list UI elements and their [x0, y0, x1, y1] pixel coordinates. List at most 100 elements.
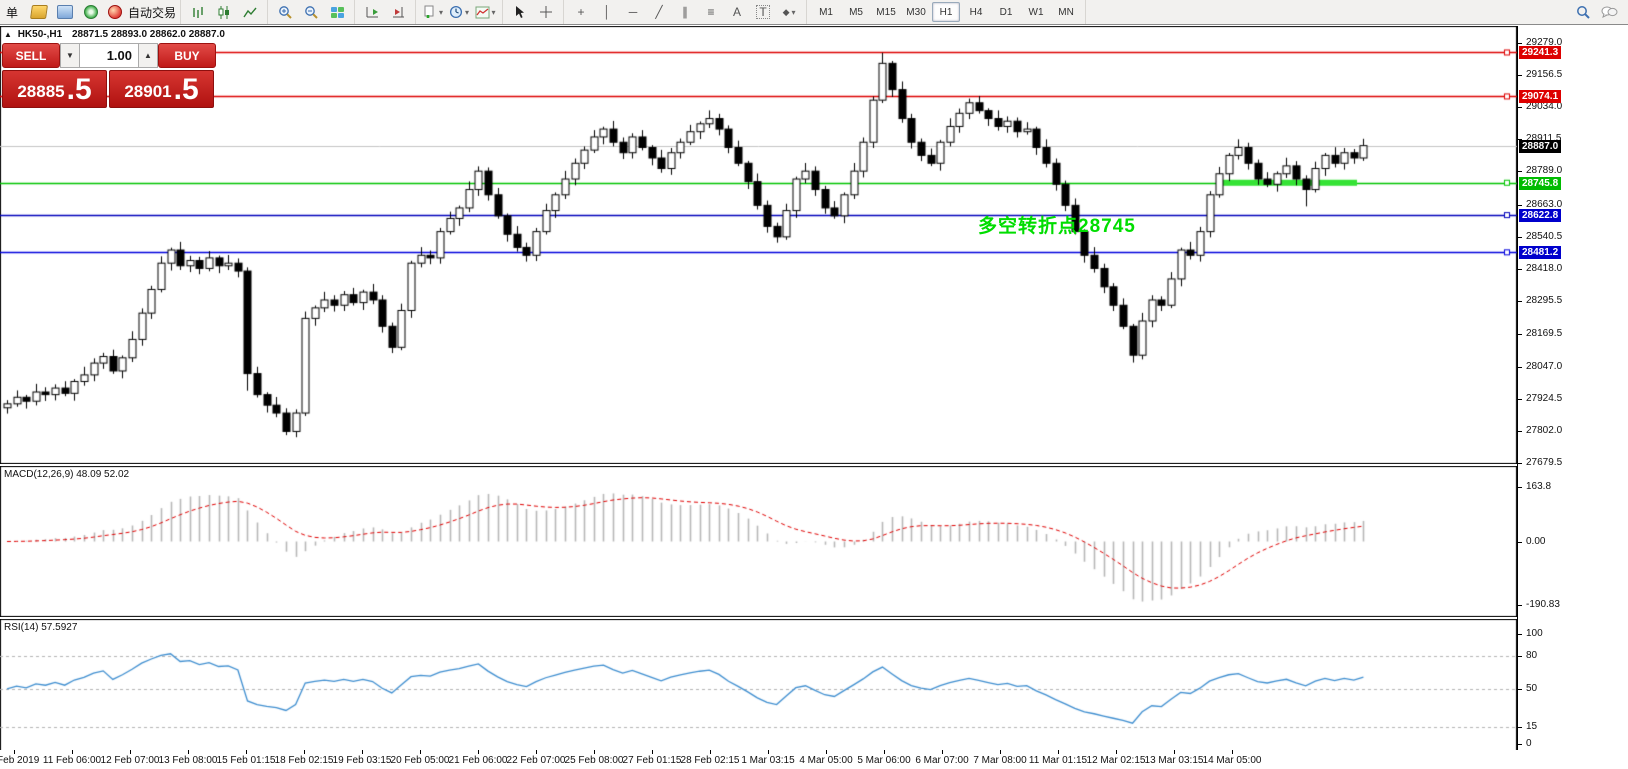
time-label: 28 Feb 02:15	[680, 755, 740, 766]
axis-tick-dash	[1518, 487, 1522, 489]
chart-header: ▲ HK50-,H1 28871.5 28893.0 28862.0 28887…	[4, 29, 225, 40]
indicators-icon[interactable]: ▾	[473, 1, 497, 23]
timeframe-m15[interactable]: M15	[876, 6, 896, 18]
auto-scroll-icon[interactable]	[360, 1, 384, 23]
chevron-down-icon: ▾	[491, 7, 496, 17]
timeframe-m5[interactable]: M5	[849, 6, 863, 18]
autotrading-icon[interactable]	[105, 1, 125, 23]
timeframe-m1[interactable]: M1	[819, 6, 833, 18]
rsi-tick-label: 15	[1526, 721, 1538, 733]
crosshair-icon[interactable]	[534, 1, 558, 23]
axis-tick-dash	[1518, 366, 1522, 368]
text-icon[interactable]: A	[725, 1, 749, 23]
axis-tick-dash	[1518, 398, 1522, 400]
timeframe-w1[interactable]: W1	[1028, 6, 1044, 18]
price-tick-label: 28663.0	[1526, 198, 1563, 210]
time-label: 20 Feb 05:00	[390, 755, 450, 766]
arrows-icon[interactable]: ◆ ▾	[777, 1, 801, 23]
volume-input[interactable]	[80, 43, 138, 68]
sell-button[interactable]: SELL	[2, 43, 60, 68]
axis-tick-dash	[1518, 604, 1522, 606]
candlestick-chart-icon[interactable]	[212, 1, 236, 23]
price-tick-label: 28911.5	[1526, 133, 1561, 144]
time-tick	[1058, 750, 1059, 754]
timeframe-buttons: M1 M5 M15 M30 H1 H4 D1 W1 MN	[807, 0, 1087, 24]
horizontal-line-icon[interactable]: ─	[621, 1, 645, 23]
cursor-icon[interactable]	[508, 1, 532, 23]
timeframe-h1[interactable]: H1	[932, 2, 961, 22]
time-tick	[478, 750, 479, 754]
time-label: 12 Feb 07:00	[100, 755, 160, 766]
tile-windows-icon[interactable]	[325, 1, 349, 23]
time-tick	[246, 750, 247, 754]
package-icon[interactable]	[27, 1, 51, 23]
arrows-icon-glyph: ◆	[782, 7, 790, 17]
fibonacci-icon-glyph: ≡	[707, 5, 715, 19]
package-icon-shape	[30, 5, 48, 19]
collapse-triangle-icon[interactable]: ▲	[4, 30, 12, 39]
axis-tick-dash	[1518, 463, 1522, 465]
time-label: 7 Mar 08:00	[973, 755, 1027, 766]
buy-button[interactable]: BUY	[158, 43, 216, 68]
equidistant-channel-icon-glyph: ∥	[682, 5, 689, 19]
text-icon-glyph: A	[733, 5, 742, 19]
time-tick	[72, 750, 73, 754]
time-label: 13 Feb 08:00	[158, 755, 218, 766]
rsi-canvas[interactable]	[0, 619, 1517, 751]
equidistant-channel-icon[interactable]: ∥	[673, 1, 697, 23]
volume-down-button[interactable]: ▼	[60, 43, 80, 68]
tile-windows-icon-shape	[330, 6, 344, 18]
price-level-label: 28745.8	[1519, 176, 1562, 190]
time-label: 12 Mar 02:15	[1086, 755, 1146, 766]
chart-shift-icon[interactable]	[386, 1, 410, 23]
axis-tick-dash	[1518, 633, 1522, 635]
macd-canvas[interactable]	[0, 466, 1517, 617]
signals-icon-shape	[84, 5, 99, 19]
time-tick	[1000, 750, 1001, 754]
rsi-indicator-label: RSI(14) 57.5927	[4, 622, 78, 633]
price-tick-label: 28789.0	[1526, 165, 1563, 177]
time-tick	[594, 750, 595, 754]
time-tick	[942, 750, 943, 754]
timeframe-m30[interactable]: M30	[906, 6, 926, 18]
search-icon[interactable]	[1571, 1, 1595, 23]
axis-tick-dash	[1518, 301, 1522, 303]
price-tick-label: 28295.5	[1526, 295, 1563, 307]
toolbar: 单 自动交易	[0, 0, 1628, 25]
signals-icon[interactable]	[79, 1, 103, 23]
zoom-out-icon[interactable]	[299, 1, 323, 23]
crosshair-icon-glyph: +	[577, 5, 585, 19]
sell-price-panel[interactable]: 28885 .5	[2, 70, 107, 108]
timeframe-mn[interactable]: MN	[1058, 6, 1074, 18]
price-axis[interactable]: 29279.0 29156.5 29034.0 28911.5 28789.0 28663…	[1517, 26, 1628, 750]
crosshair-icon[interactable]: +	[569, 1, 593, 23]
chevron-down-icon: ▾	[439, 7, 444, 17]
volume-up-button[interactable]: ▲	[138, 43, 158, 68]
time-label: 8 Feb 2019	[0, 755, 40, 766]
trendline-icon[interactable]: ╱	[647, 1, 671, 23]
chat-icon[interactable]	[1597, 1, 1621, 23]
timeframe-d1[interactable]: D1	[999, 6, 1013, 18]
new-order-button[interactable]: 单	[6, 5, 19, 20]
zoom-in-icon[interactable]	[273, 1, 297, 23]
new-chart-icon[interactable]: ▾	[421, 1, 445, 23]
text-label-icon[interactable]: T	[751, 1, 775, 23]
pivot-annotation: 多空转折点28745	[978, 216, 1136, 237]
period-clock-icon[interactable]: ▾	[447, 1, 471, 23]
time-label: 27 Feb 01:15	[622, 755, 682, 766]
time-tick	[768, 750, 769, 754]
axis-tick-dash	[1518, 743, 1522, 745]
price-level-label: 28481.2	[1519, 246, 1562, 260]
chart-area: ▲ HK50-,H1 28871.5 28893.0 28862.0 28887…	[0, 25, 1628, 769]
autotrading-label[interactable]: 自动交易	[128, 5, 177, 20]
main-chart-canvas[interactable]	[0, 26, 1517, 464]
vertical-line-icon[interactable]: │	[595, 1, 619, 23]
line-chart-icon[interactable]	[238, 1, 262, 23]
buy-price-panel[interactable]: 28901 .5	[109, 70, 214, 108]
metaeditor-icon[interactable]	[53, 1, 77, 23]
timeframe-h4[interactable]: H4	[969, 6, 983, 18]
time-label: 6 Mar 07:00	[915, 755, 969, 766]
fibonacci-icon[interactable]: ≡	[699, 1, 723, 23]
bar-chart-icon[interactable]	[186, 1, 210, 23]
